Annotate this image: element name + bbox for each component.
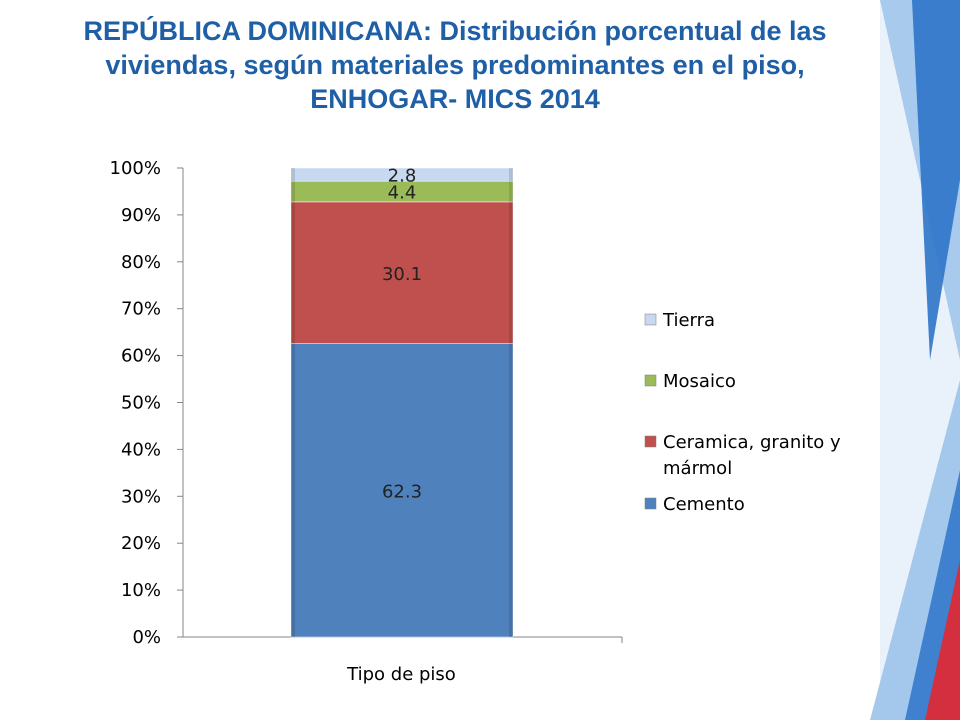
bar-segment-shade-tierra (509, 168, 513, 182)
y-tick-label: 70% (121, 299, 161, 320)
y-tick-label: 90% (121, 205, 161, 226)
legend-swatch-mosaico (644, 374, 657, 387)
data-label-ceramica: 30.1 (382, 264, 422, 285)
bar-segment-shade-tierra (291, 168, 295, 182)
legend-label-ceramica: mármol (663, 458, 732, 479)
bar-segment-shade-ceramica (291, 201, 295, 344)
y-tick-label: 0% (132, 627, 161, 648)
legend-swatch-tierra (644, 313, 657, 326)
y-tick-label: 40% (121, 439, 161, 460)
legend-swatch-cemento (644, 497, 657, 510)
x-category-label: Tipo de piso (346, 664, 456, 685)
y-tick-label: 60% (121, 346, 161, 367)
y-tick-label: 10% (121, 580, 161, 601)
legend-swatch-ceramica (644, 435, 657, 448)
data-label-cemento: 62.3 (382, 481, 422, 502)
legend-label-ceramica: Ceramica, granito y (663, 432, 841, 453)
bar-segment-cemento (290, 343, 514, 638)
legend-label-mosaico: Mosaico (663, 371, 736, 392)
legend-label-cemento: Cemento (663, 494, 745, 515)
bar-segment-shade-cemento (291, 343, 295, 637)
y-tick-label: 20% (121, 533, 161, 554)
bar-segment-shade-ceramica (509, 201, 513, 344)
data-label-mosaico: 4.4 (388, 183, 417, 204)
y-tick-label: 50% (121, 393, 161, 414)
y-tick-label: 30% (121, 486, 161, 507)
legend-label-tierra: Tierra (662, 310, 715, 331)
y-tick-label: 100% (110, 158, 161, 179)
bar-segment-shade-cemento (509, 343, 513, 637)
bar-segment-ceramica (290, 201, 514, 344)
data-label-tierra: 2.8 (388, 166, 417, 187)
bar-segment-shade-mosaico (291, 181, 295, 202)
y-tick-label: 80% (121, 252, 161, 273)
bar-segment-tierra (290, 167, 514, 182)
slide-title: REPÚBLICA DOMINICANA: Distribución porce… (83, 16, 827, 114)
bar-segment-shade-mosaico (509, 181, 513, 202)
